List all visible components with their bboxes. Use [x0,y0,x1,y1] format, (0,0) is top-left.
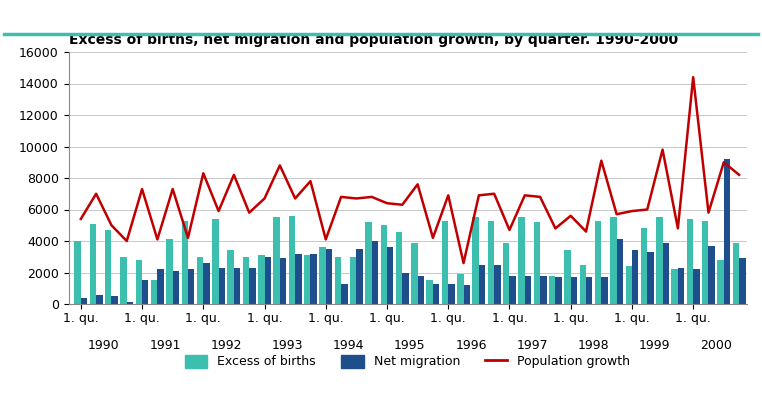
Bar [234,268,240,304]
Bar [166,240,173,304]
Bar [641,228,647,304]
Bar [173,271,179,304]
Bar [571,277,577,304]
Bar [678,268,684,304]
Bar [601,277,608,304]
Bar [111,296,118,304]
Bar [647,252,654,304]
Bar [427,280,433,304]
Bar [702,220,709,304]
Bar [448,284,455,304]
Bar [75,241,81,304]
Bar [212,219,219,304]
Bar [243,257,249,304]
Bar [463,285,470,304]
Bar [724,159,730,304]
Bar [663,242,669,304]
Bar [151,280,158,304]
Bar [495,265,501,304]
Bar [188,269,194,304]
Bar [289,216,295,304]
Bar [274,217,280,304]
Bar [709,246,715,304]
Bar [372,241,378,304]
Bar [280,258,287,304]
Bar [540,276,546,304]
Bar [158,269,164,304]
Bar [616,240,623,304]
Bar [350,257,357,304]
Bar [326,249,332,304]
Bar [488,220,495,304]
Bar [219,268,225,304]
Bar [181,220,188,304]
Bar [510,276,516,304]
Bar [304,255,310,304]
Bar [433,284,440,304]
Bar [197,257,203,304]
Bar [586,277,592,304]
Bar [580,265,586,304]
Bar [733,242,739,304]
Bar [396,232,402,304]
Bar [310,254,317,304]
Bar [90,224,96,304]
Bar [203,263,210,304]
Bar [295,254,302,304]
Bar [479,265,485,304]
Bar [626,266,632,304]
Bar [402,272,408,304]
Bar [142,280,149,304]
Bar [136,260,142,304]
Bar [105,230,111,304]
Bar [595,220,601,304]
Bar [525,276,531,304]
Bar [264,257,271,304]
Bar [126,302,133,304]
Bar [335,257,341,304]
Bar [656,217,663,304]
Bar [319,247,326,304]
Bar [549,276,555,304]
Bar [387,247,393,304]
Bar [739,258,745,304]
Bar [503,242,510,304]
Bar [687,219,693,304]
Bar [442,220,448,304]
Bar [671,269,678,304]
Bar [457,274,463,304]
Bar [693,269,700,304]
Bar [418,276,424,304]
Text: Excess of births, net migration and population growth, by quarter. 1990-2000: Excess of births, net migration and popu… [69,33,677,47]
Bar [533,222,540,304]
Bar [249,268,256,304]
Bar [96,294,103,304]
Bar [472,217,479,304]
Bar [555,277,562,304]
Bar [365,222,372,304]
Bar [411,242,418,304]
Bar [717,260,724,304]
Bar [341,284,347,304]
Bar [120,257,126,304]
Bar [632,250,639,304]
Bar [357,249,363,304]
Bar [518,217,525,304]
Bar [228,250,234,304]
Bar [565,250,571,304]
Bar [81,298,88,304]
Bar [258,255,264,304]
Bar [380,225,387,304]
Legend: Excess of births, Net migration, Population growth: Excess of births, Net migration, Populat… [180,350,636,373]
Bar [610,217,616,304]
